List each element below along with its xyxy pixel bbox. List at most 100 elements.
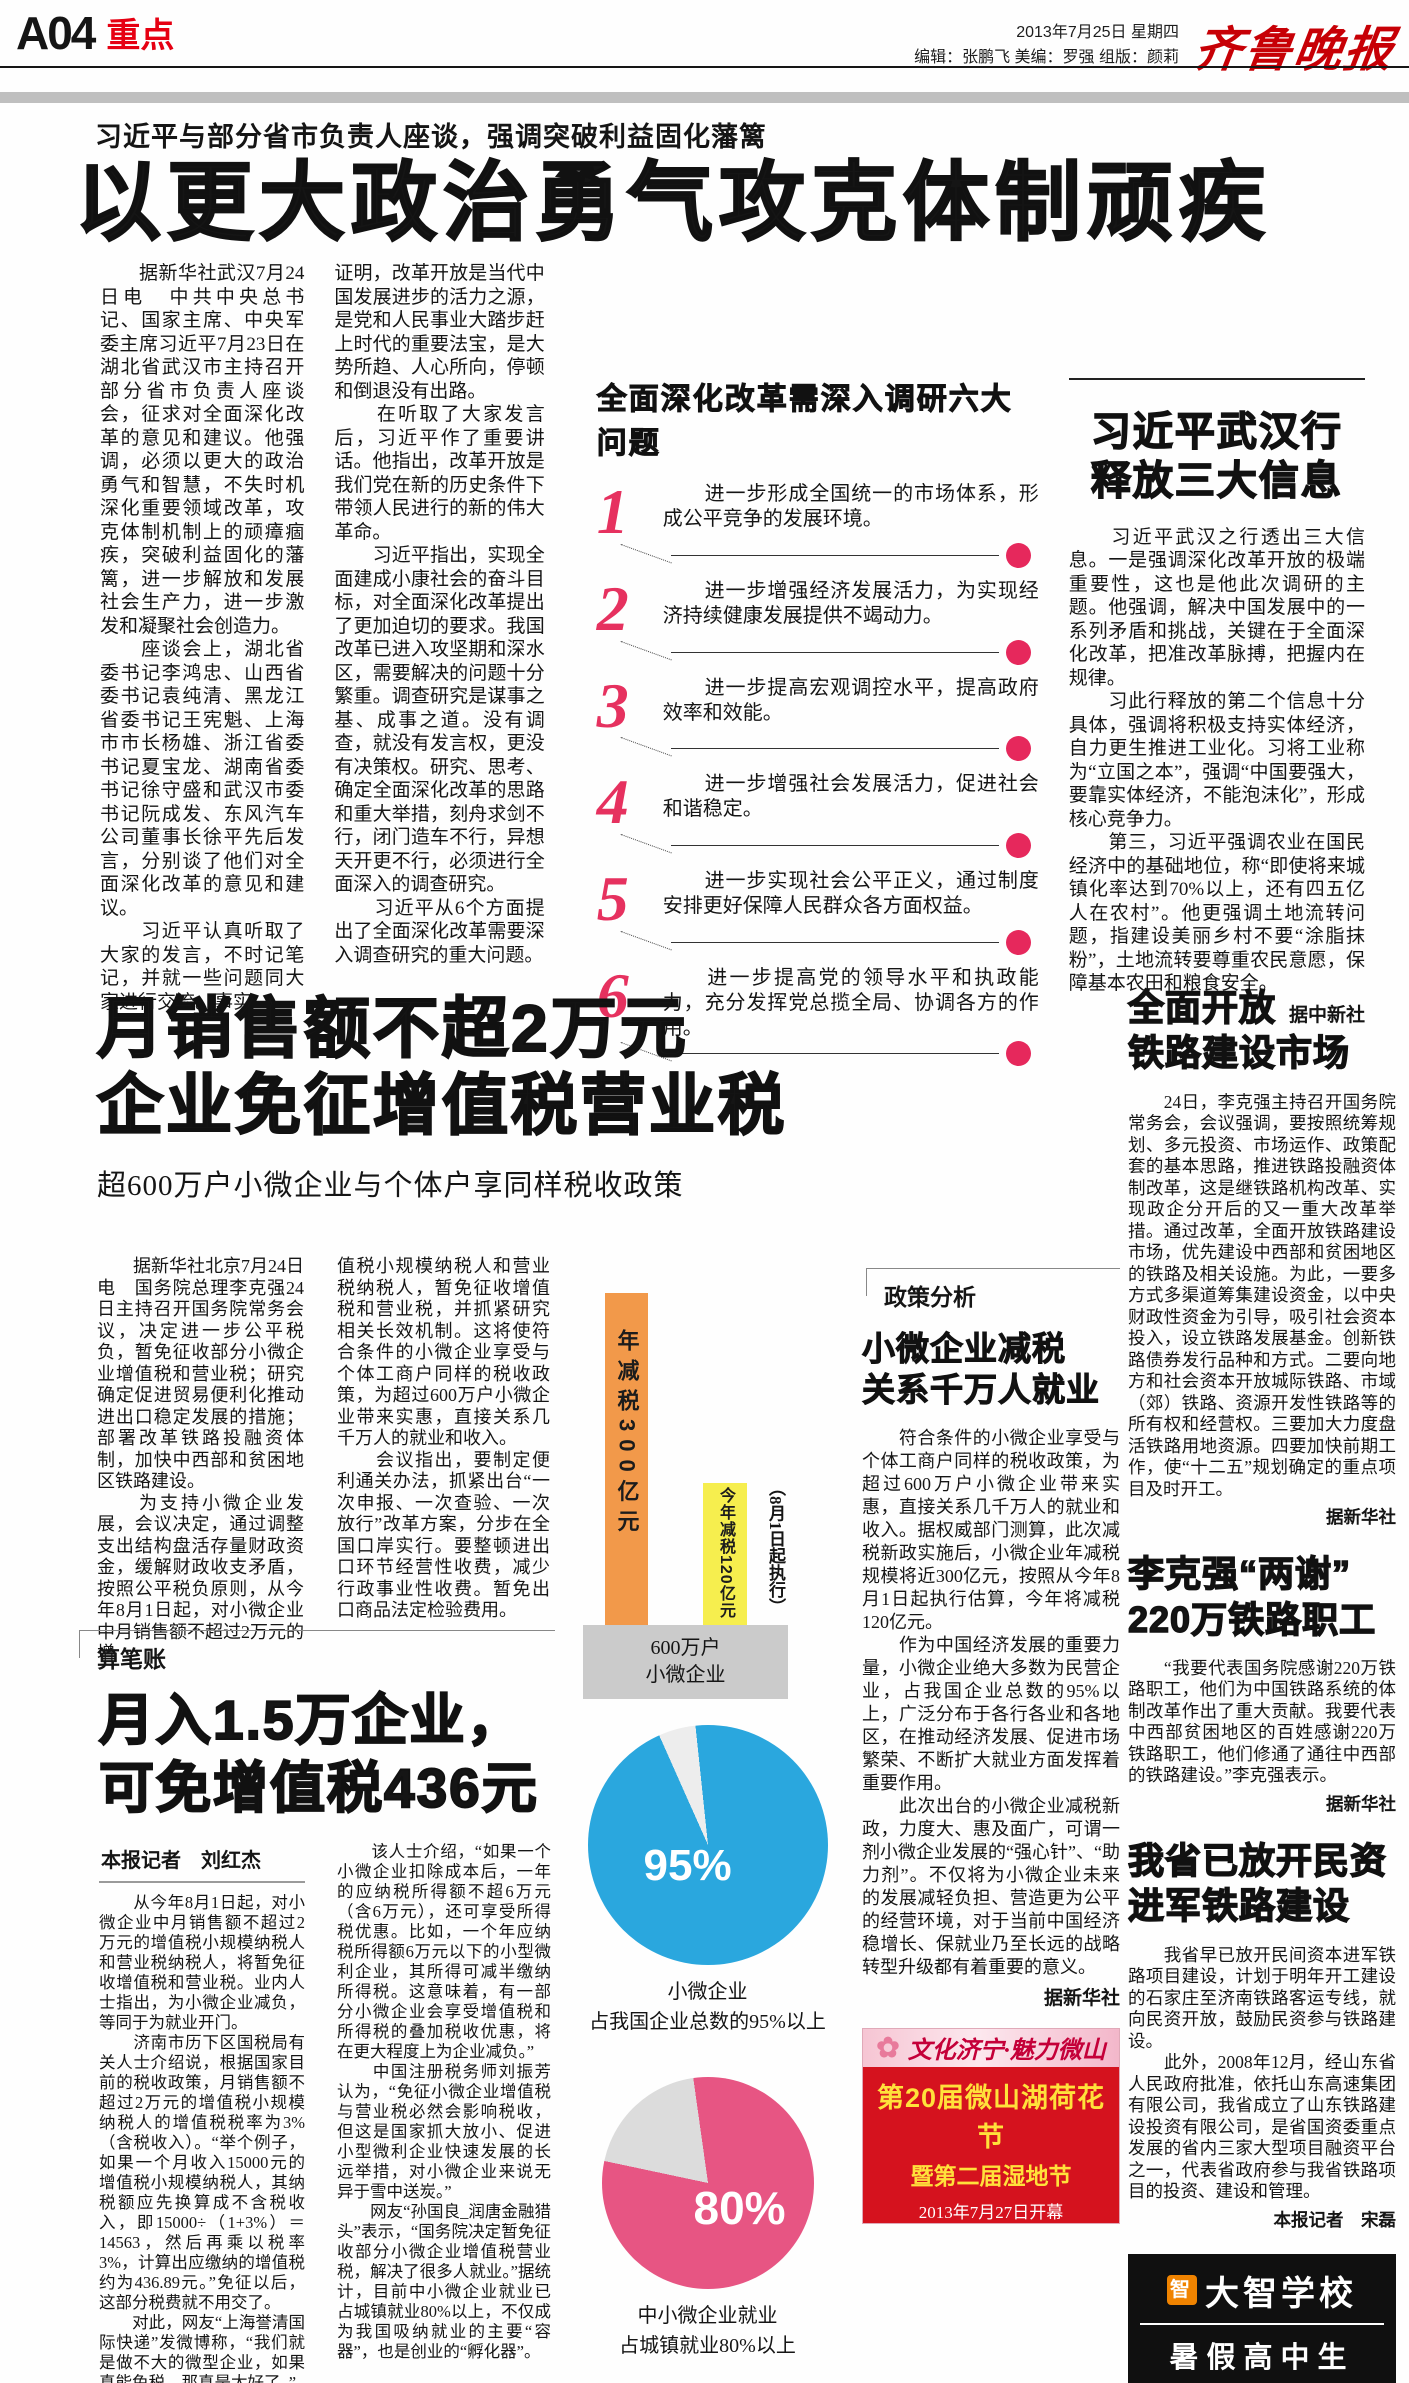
thanks-headline: 李克强“两谢” 220万铁路职工 <box>1127 1551 1396 1642</box>
leader-dotted-line <box>620 640 672 661</box>
province-headline: 我省已放开民资 进军铁路建设 <box>1127 1838 1396 1929</box>
account-kicker: 算笔账 <box>75 1630 555 1674</box>
bar-thisyear-label: 今年减税120亿元 <box>717 1487 734 1619</box>
bullet-dot-icon <box>1005 833 1031 859</box>
paragraph: 习近平从6个方面提出了全面深化改革需要深入调查研究的重大问题。 <box>334 897 545 966</box>
bar-base-line2: 小微企业 <box>645 1664 726 1686</box>
policy-headline-line1: 小微企业减税 <box>862 1330 1066 1368</box>
side-headline-line2: 释放三大信息 <box>1090 458 1343 504</box>
bullet-dot-icon <box>1005 736 1031 762</box>
paragraph: 第三，习近平强调农业在国民经济中的基础地位，称“即使将来城镇化率达到70%以上，… <box>1068 832 1365 995</box>
thanks-source: 据新华社 <box>1326 1793 1396 1814</box>
lotus-flower-icon: ✿ <box>876 2032 900 2064</box>
paragraph: 中国注册税务师刘振芳认为，“免征小微企业增值税与营业税必然会影响税收，但这是国家… <box>337 2062 551 2202</box>
sidebar-article-likeqiang-thanks: 李克强“两谢” 220万铁路职工 “我要代表国务院感谢220万铁路职工，他们为中国… <box>1127 1551 1396 1816</box>
edition-label: A04 <box>16 7 96 59</box>
dazhi-school-ad: 智 大智学校 暑假高中生 封闭集训营 免费电话：0531-86408566 网址… <box>1128 2253 1396 2383</box>
lotus-festival-ad: ✿ 文化济宁·魅力微山 第20届微山湖荷花节 暨第二届湿地节 2013年7月27… <box>862 2027 1120 2224</box>
side-body: 习近平武汉之行透出三大信息。一是强调深化改革开放的极端重要性，这也是他此次调研的… <box>1069 526 1365 996</box>
lotus-ad-line2: 暨第二届湿地节 <box>910 2162 1072 2189</box>
item-number: 2 <box>596 572 629 644</box>
province-headline-line1: 我省已放开民资 <box>1127 1839 1388 1882</box>
leader-line <box>670 1052 999 1054</box>
side-source: 据中新社 <box>1288 1004 1365 1026</box>
paragraph: 此次出台的小微企业减税新政，力度大、惠及面广，可谓一剂小微企业发展的“强心针”、… <box>862 1795 1120 1977</box>
six-question-item: 4 进一步增强社会发展活力，促进社会和谐稳定。 <box>575 764 1039 861</box>
item-text: 进一步提高党的领导水平和执政能力，充分发挥党总揽全局、协调各方的作用。 <box>662 966 1039 1039</box>
item-number: 1 <box>596 476 629 547</box>
pie1-value-label: 95% <box>643 1841 732 1890</box>
tax-cut-bar-chart: 年减税300亿元 今年减税120亿元 （8月1日起执行） 600万户 小微企业 <box>565 1285 850 1699</box>
six-question-item: 6 进一步提高党的领导水平和执政能力，充分发挥党总揽全局、协调各方的作用。 <box>575 958 1039 1069</box>
paragraph: 该人士介绍，“如果一个小微企业扣除成本后，一年的应纳税所得额不超6万元（含6万元… <box>337 1842 551 2062</box>
header-meta: 2013年7月25日 星期四 编辑：张鹏飞 美编：罗强 组版：颜莉 <box>914 20 1179 70</box>
railway-headline-line2: 铁路建设市场 <box>1127 1032 1351 1075</box>
paragraph: 据新华社武汉7月24日电 中共中央总书记、国家主席、中央军委主席习近平7月23日… <box>100 263 305 637</box>
paragraph: 证明，改革开放是当代中国发展进步的活力之源，是党和人民事业大踏步赶上时代的重要法… <box>334 263 545 402</box>
leader-line <box>670 941 999 943</box>
pie1-caption: 小微企业 占我国企业总数的95%以上 <box>565 1977 850 2037</box>
paragraph: 24日，李克强主持召开国务院常务会，会议强调，要按照统筹规划、多元投资、市场运作… <box>1128 1091 1396 1499</box>
bullet-dot-icon <box>1005 639 1031 665</box>
lotus-ad-line1: 第20届微山湖荷花节 <box>876 2082 1106 2152</box>
item-text: 进一步增强社会发展活力，促进社会和谐稳定。 <box>662 773 1039 821</box>
page-header: A04 重点 2013年7月25日 星期四 编辑：张鹏飞 美编：罗强 组版：颜莉… <box>16 10 1398 80</box>
paragraph: 在听取了大家发言后，习近平作了重要讲话。他指出，改革开放是我们党在新的历史条件下… <box>334 404 545 543</box>
lead-column-2: 证明，改革开放是当代中国发展进步的活力之源，是党和人民事业大踏步赶上时代的重要法… <box>334 262 544 1069</box>
leader-line <box>670 845 999 847</box>
item-text: 进一步形成全国统一的市场体系，形成公平竞争的发展环境。 <box>662 483 1039 530</box>
pie1-caption-line1: 小微企业 <box>667 1981 748 2003</box>
province-body: 我省早已放开民间资本进军铁路项目建设，计划于明年开工建设的石家庄至济南铁路客运专… <box>1128 1945 1396 2203</box>
railway-headline-line1: 全面开放 <box>1127 986 1277 1029</box>
six-question-item: 1 进一步形成全国统一的市场体系，形成公平竞争的发展环境。 <box>575 474 1039 571</box>
item-text: 进一步增强经济发展活力，为实现经济持续健康发展提供不竭动力。 <box>662 579 1039 627</box>
lotus-ad-line3: 2013年7月27日开幕 <box>918 2202 1064 2222</box>
policy-kicker: 政策分析 <box>862 1268 1120 1312</box>
tax-column-1: 据新华社北京7月24日电 国务院总理李克强24日主持召开国务院常务会议，决定进一… <box>97 1256 304 1665</box>
pie1-caption-line2: 占我国企业总数的95%以上 <box>589 2011 826 2033</box>
policy-headline-line2: 关系千万人就业 <box>862 1371 1100 1409</box>
six-question-item: 3 进一步提高宏观调控水平，提高政府效率和效能。 <box>575 668 1039 765</box>
account-columns: 本报记者 刘红杰 从今年8月1日起，对小微企业中月销售额不超过2万元的增值税小规… <box>99 1842 555 2383</box>
paragraph: 习近平武汉之行透出三大信息。一是强调深化改革开放的极端重要性，这也是他此次调研的… <box>1068 526 1365 689</box>
leader-line <box>670 651 999 653</box>
paragraph: 符合条件的小微企业享受与个体工商户同样的税收政策，为超过600万户小微企业带来实… <box>862 1427 1120 1632</box>
paragraph: 对此，网友“上海誉清国际快递”发微博称，“我们就是做不大的微型企业，如果真能免税… <box>99 2313 305 2383</box>
tax-story: 月销售额不超2万元 企业免征增值税营业税 超600万户小微企业与个体户享同样税收政… <box>75 990 820 1665</box>
bullet-dot-icon <box>1005 542 1031 568</box>
section-label: 重点 <box>106 17 175 55</box>
sidebar-article-railway-market: 全面开放 铁路建设市场 24日，李克强主持召开国务院常务会，会议强调，要按照统筹规… <box>1127 985 1396 1529</box>
side-headline-line1: 习近平武汉行 <box>1090 409 1343 455</box>
paragraph: “我要代表国务院感谢220万铁路职工，他们为中国铁路系统的体制改革作出了重大贡献… <box>1128 1657 1396 1786</box>
railway-source: 据新华社 <box>1326 1507 1396 1528</box>
paragraph: 网友“孙国良_润唐金融猎头”表示，“国务院决定暂免征收部分小微企业增值税营业税，… <box>337 2202 551 2362</box>
tax-column-2: 值税小规模纳税人和营业税纳税人，暂免征收增值税和营业税，并抓紧研究相关长效机制。… <box>337 1256 550 1665</box>
paragraph: 从今年8月1日起，对小微企业中月销售额不超过2万元的增值税小规模纳税人和营业税纳… <box>99 1893 305 2033</box>
lotus-ad-slogan-row: ✿ 文化济宁·魅力微山 <box>863 2028 1119 2067</box>
lead-story: 习近平与部分省市负责人座谈，强调突破利益固化藩篱 以更大政治勇气攻克体制顽疾 据… <box>74 120 1365 1069</box>
item-number: 3 <box>596 669 629 741</box>
bullet-dot-icon <box>1005 929 1031 955</box>
paragraph: 值税小规模纳税人和营业税纳税人，暂免征收增值税和营业税，并抓紧研究相关长效机制。… <box>337 1256 550 1448</box>
policy-body: 符合条件的小微企业享受与个体工商户同样的税收政策，为超过600万户小微企业带来实… <box>862 1427 1120 1979</box>
lead-kicker: 习近平与部分省市负责人座谈，强调突破利益固化藩篱 <box>95 122 767 152</box>
date-label: 2013年7月25日 星期四 <box>1016 24 1179 41</box>
item-text: 进一步提高宏观调控水平，提高政府效率和效能。 <box>662 676 1039 724</box>
leader-dotted-line <box>620 834 672 854</box>
dazhi-ad-line1: 暑假高中生 <box>1169 2341 1355 2374</box>
six-question-item: 5 进一步实现社会公平正义，通过制度安排更好保障人民群众各方面权益。 <box>575 861 1039 958</box>
leader-dotted-line <box>620 737 672 757</box>
bullet-dot-icon <box>1005 1040 1031 1066</box>
account-column-2: 该人士介绍，“如果一个小微企业扣除成本后，一年的应纳税所得额不超6万元（含6万元… <box>337 1842 551 2383</box>
bar-annual-taxcut: 年减税300亿元 <box>605 1293 648 1625</box>
dazhi-school-name: 大智学校 <box>1205 2274 1357 2313</box>
lotus-ad-body: 第20届微山湖荷花节 暨第二届湿地节 2013年7月27日开幕 <box>863 2066 1119 2223</box>
paragraph: 习近平指出，实现全面建成小康社会的奋斗目标，对全面深化改革提出了更加迫切的要求。… <box>334 545 545 895</box>
paragraph: 作为中国经济发展的重要力量，小微企业绝大多数为民营企业，占我国企业总数的95%以… <box>862 1634 1120 1793</box>
tax-headline: 月销售额不超2万元 企业免征增值税营业税 <box>96 990 820 1144</box>
policy-analysis-box: 政策分析 小微企业减税 关系千万人就业 符合条件的小微企业享受与个体工商户同样的税… <box>862 1268 1120 2224</box>
sidebar-article-province-railway: 我省已放开民资 进军铁路建设 我省早已放开民间资本进军铁路项目建设，计划于明年开工… <box>1127 1838 1396 2232</box>
pie2-caption-line2: 占城镇就业80%以上 <box>619 2335 796 2357</box>
page-brand: A04 重点 <box>16 10 174 56</box>
